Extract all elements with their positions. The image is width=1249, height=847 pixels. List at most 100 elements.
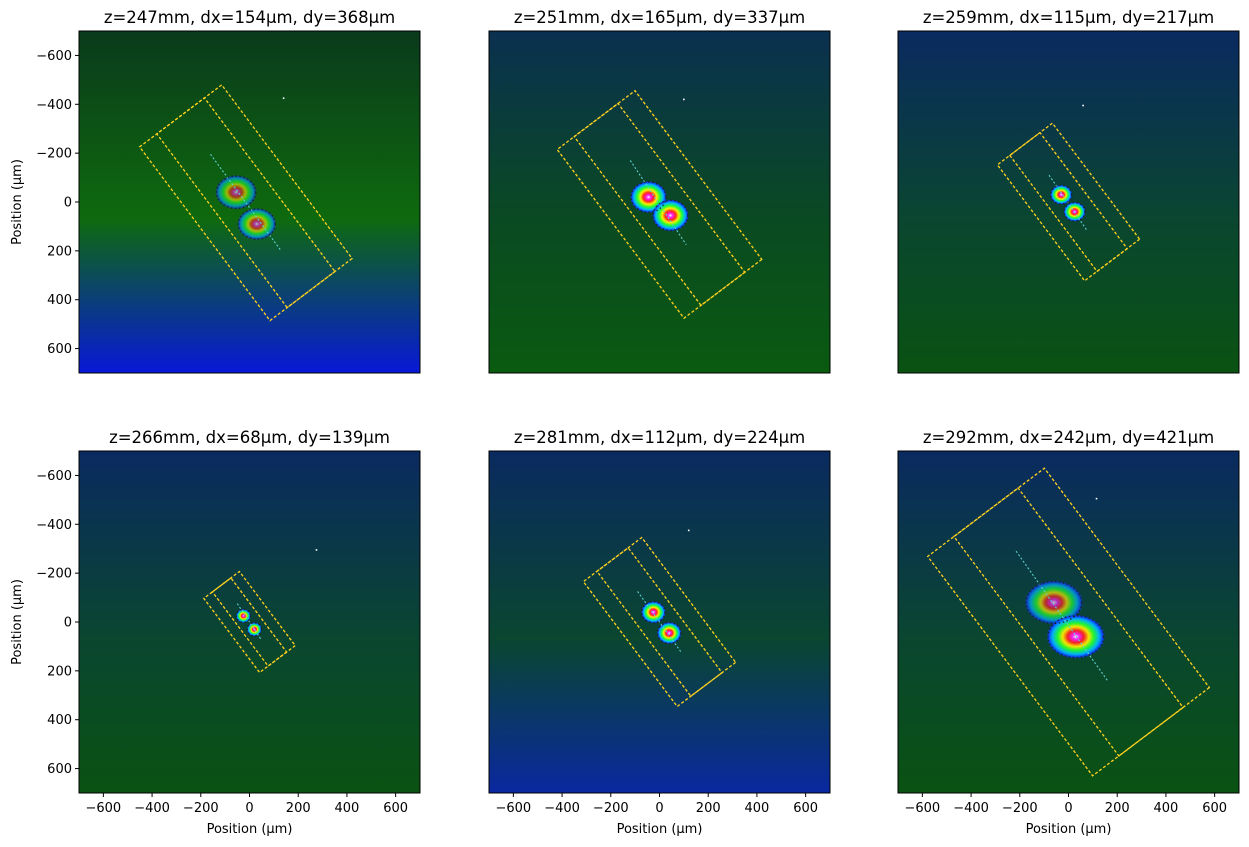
hot-pixel [1082, 104, 1084, 107]
lobe-contour-2 [652, 199, 689, 232]
beam-lobe-1 [215, 175, 257, 210]
lobe-contour-1 [630, 181, 667, 213]
lobe-contour-2 [1047, 615, 1105, 659]
y-tick-label: 600 [47, 342, 72, 357]
lobe-contour-2 [246, 622, 263, 637]
y-axis-label: Position (µm) [10, 159, 25, 245]
beam-image [79, 31, 420, 373]
x-tick-label: 600 [383, 801, 408, 816]
panel-title: z=266mm, dx=68µm, dy=139µm [109, 428, 390, 447]
hot-pixel [282, 97, 285, 99]
x-tick-label: −400 [953, 801, 989, 816]
y-tick-label: −400 [36, 518, 72, 533]
y-tick-label: −400 [36, 98, 72, 113]
beam-lobe-1 [641, 601, 666, 624]
panel-6: z=292mm, dx=242µm, dy=421µm −600 −400 −200 0… [897, 428, 1240, 837]
outer-integration-box [202, 570, 297, 674]
lobe-contour-1 [641, 601, 666, 624]
y-tick-label: 600 [47, 762, 72, 777]
inner-integration-box [596, 546, 723, 698]
panel-title: z=259mm, dx=115µm, dy=217µm [923, 8, 1214, 27]
y-axis-label: Position (µm) [10, 579, 25, 665]
axes-frame [488, 30, 831, 374]
beam-image [898, 451, 1239, 793]
lobe-contour-2 [1063, 201, 1086, 222]
inner-integration-box [211, 576, 288, 668]
x-tick-label: 200 [1105, 801, 1130, 816]
x-tick-label: 0 [245, 801, 253, 816]
axes-frame [897, 30, 1240, 374]
outer-integration-box [926, 467, 1211, 777]
beam-axis-line [236, 603, 263, 641]
panel-title: z=292mm, dx=242µm, dy=421µm [923, 428, 1214, 447]
lobe-contour-2 [237, 208, 277, 240]
x-axis-label: Position (µm) [1026, 822, 1112, 837]
lobe-contour-1 [215, 175, 257, 210]
x-axis-label: Position (µm) [207, 822, 293, 837]
y-tick-label: −600 [36, 469, 72, 484]
beam-lobe-2 [237, 208, 277, 240]
panel-5: z=281mm, dx=112µm, dy=224µm −600 −400 −200 0… [488, 428, 831, 837]
beam-axis-line [1015, 550, 1108, 681]
beam-image [79, 451, 420, 793]
y-tick-label: −600 [36, 49, 72, 64]
beam-lobe-1 [236, 609, 251, 623]
lobe-contour-1 [1025, 580, 1083, 625]
x-tick-label: 400 [1154, 801, 1179, 816]
outer-integration-box [138, 83, 354, 322]
beam-image [489, 451, 830, 793]
x-tick-label: −200 [593, 801, 629, 816]
beam-lobe-1 [1024, 580, 1084, 625]
x-tick-label: 600 [793, 801, 818, 816]
hot-pixel [1095, 497, 1098, 500]
panel-2: z=251mm, dx=165µm, dy=337µm [488, 8, 831, 374]
y-tick-label: 200 [47, 664, 72, 679]
x-tick-label: −600 [85, 801, 121, 816]
lobe-contour-1 [235, 608, 252, 624]
inner-integration-box [573, 102, 746, 307]
beam-axis-line [629, 160, 687, 246]
beam-image [489, 31, 830, 373]
inner-integration-box [1008, 131, 1129, 273]
inner-integration-box [155, 96, 336, 309]
y-tick-label: −200 [36, 567, 72, 582]
x-tick-label: 400 [335, 801, 360, 816]
lobe-contour-1 [1050, 184, 1073, 205]
x-tick-label: 0 [1064, 801, 1072, 816]
x-tick-label: −200 [183, 801, 219, 816]
x-tick-label: −400 [544, 801, 580, 816]
hot-pixel [687, 529, 690, 532]
x-tick-label: −400 [134, 801, 170, 816]
outer-integration-box [556, 89, 763, 320]
x-tick-label: −600 [904, 801, 940, 816]
lobe-contour-2 [656, 621, 682, 645]
x-tick-label: −600 [495, 801, 531, 816]
inner-integration-box [952, 487, 1185, 757]
panel-4: z=266mm, dx=68µm, dy=139µm −600 −400 −200 0 2… [10, 428, 421, 837]
beam-image [898, 31, 1239, 373]
panel-title: z=251mm, dx=165µm, dy=337µm [514, 8, 805, 27]
panel-title: z=281mm, dx=112µm, dy=224µm [514, 428, 805, 447]
x-tick-label: 200 [696, 801, 721, 816]
beam-axis-line [637, 591, 682, 653]
x-axis-label: Position (µm) [617, 822, 703, 837]
y-tick-label: −200 [36, 147, 72, 162]
x-tick-label: −200 [1002, 801, 1038, 816]
panel-title: z=247mm, dx=154µm, dy=368µm [104, 8, 395, 27]
y-tick-label: 0 [64, 196, 72, 211]
hot-pixel [315, 549, 318, 551]
x-tick-label: 400 [745, 801, 770, 816]
panel-3: z=259mm, dx=115µm, dy=217µm [897, 8, 1240, 374]
beam-lobe-2 [247, 622, 262, 637]
x-tick-label: 200 [286, 801, 311, 816]
panel-1: z=247mm, dx=154µm, dy=368µm −600 −400 −200 0… [10, 8, 421, 374]
y-tick-label: 400 [47, 293, 72, 308]
x-tick-label: 600 [1202, 801, 1227, 816]
beam-lobe-1 [1050, 184, 1073, 205]
y-tick-label: 0 [64, 616, 72, 631]
y-tick-label: 200 [47, 244, 72, 259]
hot-pixel [683, 98, 685, 101]
y-tick-label: 400 [47, 713, 72, 728]
x-tick-label: 0 [655, 801, 663, 816]
